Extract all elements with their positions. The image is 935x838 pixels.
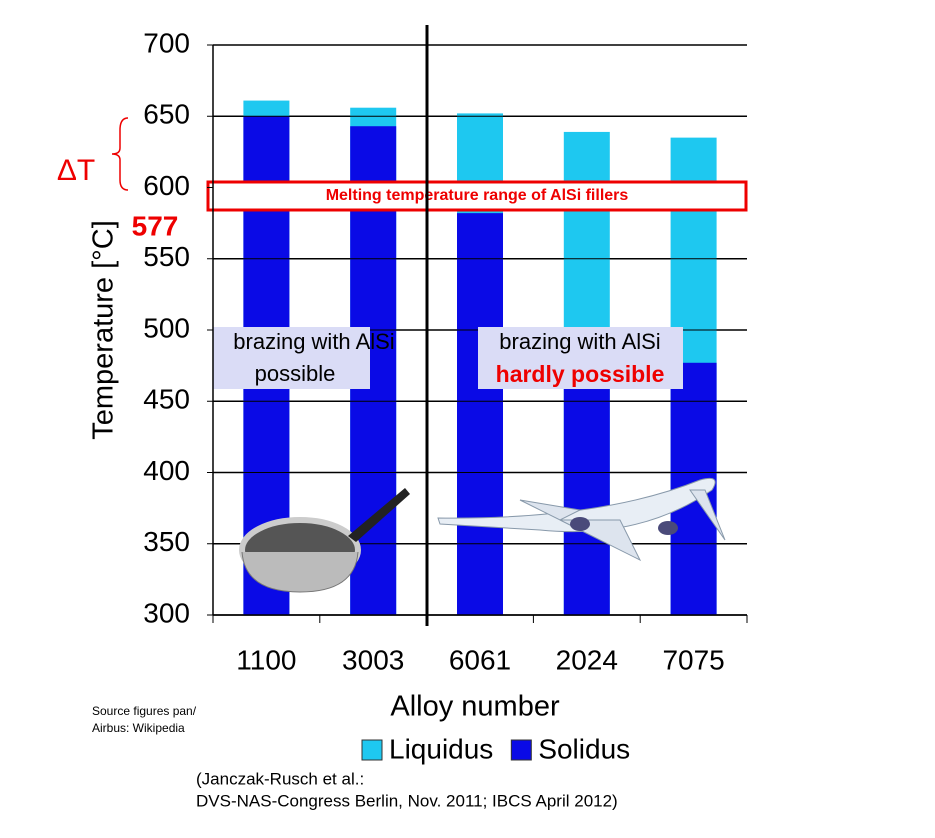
note-text: brazing with AlSi [233,329,394,354]
chart: Melting temperature range of AlSi filler… [0,0,935,838]
y-tick-label: 300 [143,597,190,628]
filler-band-label: Melting temperature range of AlSi filler… [326,187,629,204]
x-tick-label: 1100 [236,644,296,675]
x-tick-label: 7075 [662,644,724,675]
note-text: brazing with AlSi [499,329,660,354]
y-axis-label: Temperature [°C] [88,220,120,440]
y-tick-label: 550 [143,241,190,272]
y-tick-label: 600 [143,170,190,201]
delta-label: ΔT [57,154,95,187]
source-note: Airbus: Wikipedia [92,721,185,735]
plane-engine [570,517,590,531]
x-tick-label: 2024 [556,644,618,675]
y-tick-label: 350 [143,526,190,557]
legend-label: Solidus [538,733,630,764]
note-text: hardly possible [496,361,665,387]
legend-swatch [511,740,531,760]
legend-swatch [362,740,382,760]
y-tick-label: 650 [143,99,190,130]
citation: DVS-NAS-Congress Berlin, Nov. 2011; IBCS… [196,791,618,810]
delta-brace [112,118,128,190]
x-tick-label: 3003 [342,644,404,675]
source-note: Source figures pan/ [92,704,197,718]
bar [457,213,503,615]
y-tick-label: 400 [143,455,190,486]
x-axis-label: Alloy number [390,691,560,723]
solidus-mark-label: 577 [132,210,179,241]
citation: (Janczak-Rusch et al.: [196,769,364,788]
x-tick-label: 6061 [449,644,511,675]
note-text: possible [255,361,336,386]
y-tick-label: 450 [143,384,190,415]
y-tick-label: 500 [143,312,190,343]
plane-engine [658,521,678,535]
y-tick-label: 700 [143,27,190,58]
legend-label: Liquidus [389,733,493,764]
